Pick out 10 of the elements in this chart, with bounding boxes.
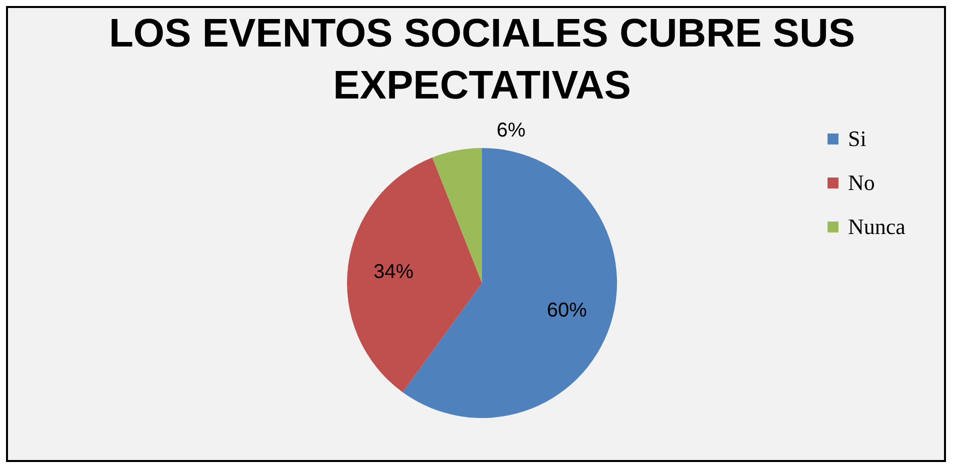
text: LOS EVENTOS SOCIALES CUBRE SUS xyxy=(108,12,856,56)
data-label: 60% xyxy=(546,300,588,322)
legend-label: Si xyxy=(848,126,866,151)
legend-label: Nunca xyxy=(848,214,906,239)
pie-slice xyxy=(347,157,482,392)
data-label: 34% xyxy=(373,260,414,283)
data-label: 6% xyxy=(496,120,526,142)
text: EXPECTATIVAS xyxy=(333,64,631,108)
pie-slice xyxy=(432,148,482,283)
legend-label: No xyxy=(848,170,875,195)
